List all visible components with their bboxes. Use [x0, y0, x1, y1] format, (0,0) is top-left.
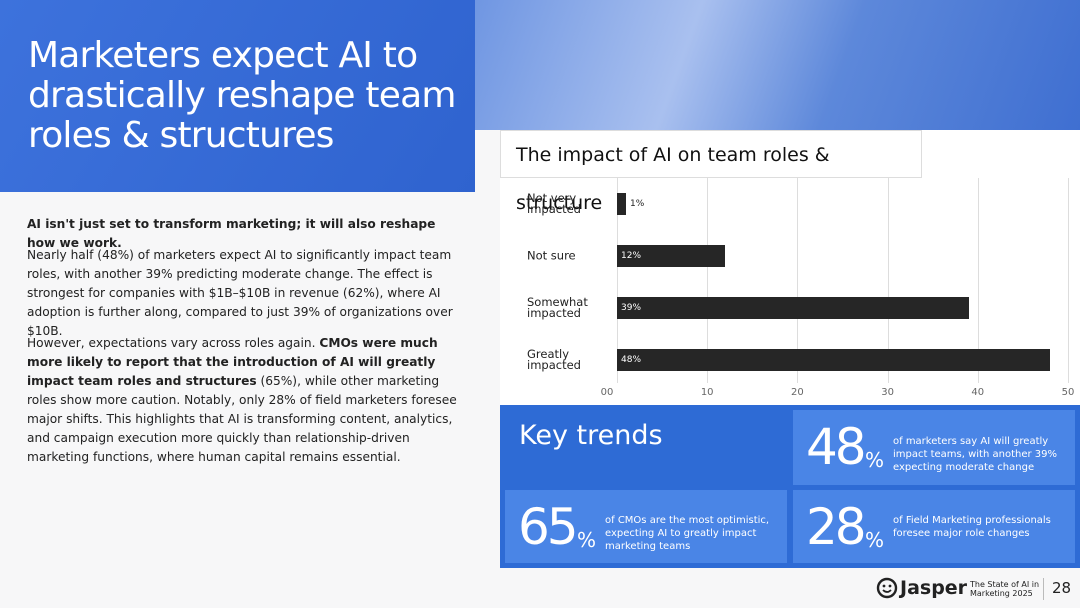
trend-card — [793, 410, 1075, 485]
bar — [617, 193, 627, 215]
report-name: The State of AI in Marketing 2025 — [970, 580, 1040, 598]
trend-unit: % — [865, 448, 885, 472]
bar — [617, 349, 1050, 371]
lead-text: AI isn't just set to transform marketing… — [27, 217, 436, 250]
trend-text: of Field Marketing professionals foresee… — [893, 515, 1051, 539]
divider — [1043, 578, 1044, 600]
grid-line — [617, 178, 618, 383]
x-tick-label: 10 — [700, 387, 714, 398]
value-label: 12% — [621, 251, 642, 261]
x-tick-label: 50 — [1061, 387, 1075, 398]
trend-number: 28 — [806, 498, 867, 556]
grid-line — [977, 178, 979, 383]
value-label: 1% — [630, 199, 645, 209]
paragraph: However, expectations vary across roles … — [27, 334, 467, 467]
value-label: 39% — [621, 303, 642, 313]
hero-background — [0, 0, 475, 192]
grid-line — [887, 178, 889, 383]
paragraph: Nearly half (48%) of marketers expect AI… — [27, 248, 453, 338]
text: However, expectations vary across roles … — [27, 336, 320, 350]
trend-card — [793, 490, 1075, 563]
text: (65%), while other marketing roles show … — [27, 374, 457, 464]
trend-card — [505, 490, 787, 563]
category-label: Greatly impacted — [527, 347, 581, 372]
bar — [617, 245, 726, 267]
category-label: Not sure — [527, 248, 576, 263]
grid-line — [707, 178, 709, 383]
value-label: 48% — [621, 355, 642, 365]
category-label: Somewhat impacted — [527, 295, 588, 320]
chart-title: The impact of AI on team roles & structu… — [500, 130, 922, 214]
trend-unit: % — [577, 528, 597, 552]
grid-line — [797, 178, 799, 383]
grid-line — [1068, 178, 1069, 383]
key-trends-title: Key trends — [519, 420, 663, 451]
x-tick-label: 00 — [600, 387, 614, 398]
x-tick-label: 30 — [881, 387, 894, 398]
brand: Jasper — [900, 577, 968, 599]
page-number: 28 — [1052, 579, 1072, 597]
trend-number: 65 — [518, 498, 579, 556]
trend-text: of CMOs are the most optimistic, expecti… — [605, 515, 770, 552]
slide-title: Marketers expect AI to drastically resha… — [28, 35, 456, 156]
jasper-logo — [876, 577, 898, 599]
category-label: Not very impacted — [527, 191, 581, 216]
photo-background — [475, 0, 1080, 130]
trend-unit: % — [865, 528, 885, 552]
x-tick-label: 40 — [971, 387, 985, 398]
bold-text: CMOs were much more likely to report tha… — [27, 336, 438, 388]
bar — [617, 297, 969, 319]
trend-text: of marketers say AI will greatly impact … — [893, 436, 1058, 473]
trend-number: 48 — [806, 418, 867, 476]
x-tick-label: 20 — [791, 387, 804, 398]
